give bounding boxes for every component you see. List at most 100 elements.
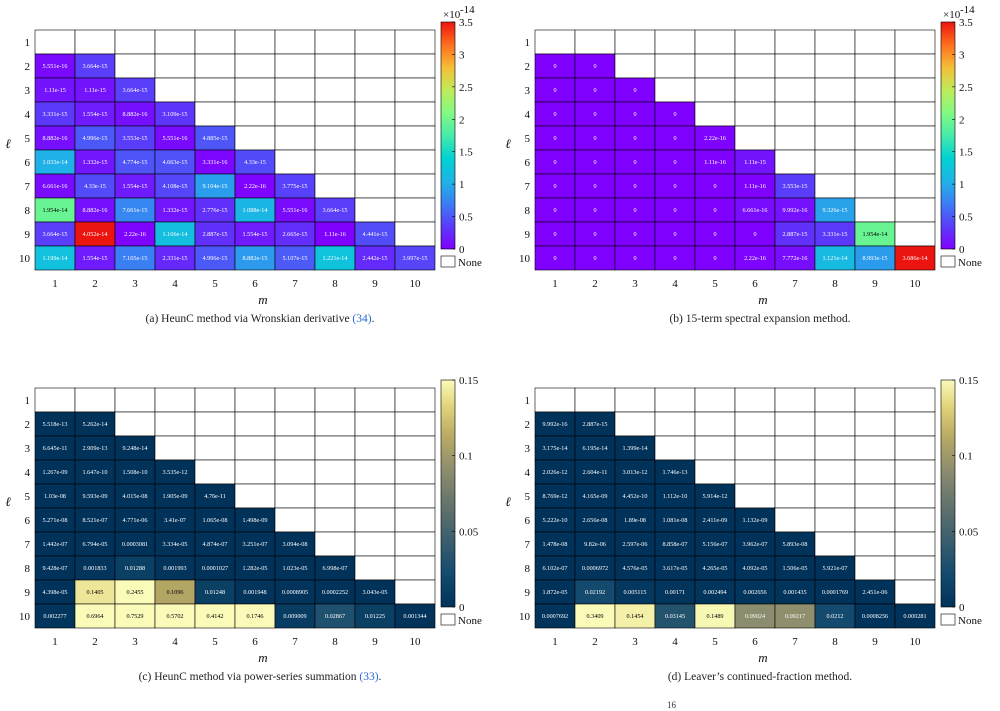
- x-tick-label: 1: [52, 636, 58, 648]
- colorbar-tick-label: 1.5: [459, 147, 473, 159]
- y-tick-label: 9: [25, 229, 31, 241]
- y-tick-label: 5: [525, 491, 531, 503]
- x-tick-label: 5: [212, 636, 218, 648]
- heatmap-cell: [74, 53, 116, 79]
- cell-label: 4.576e-05: [623, 565, 648, 572]
- heatmap-cell: [194, 149, 236, 175]
- heatmap-cell: [154, 579, 196, 605]
- heatmap-cell-empty: [274, 483, 316, 509]
- heatmap-cell-empty: [274, 77, 316, 103]
- heatmap-cell: [734, 197, 776, 223]
- colorbar-exponent-base: ×10: [943, 9, 961, 21]
- heatmap-cell: [34, 101, 76, 127]
- heatmap-cell-empty: [354, 149, 396, 175]
- cell-label: 4.265e-05: [703, 565, 728, 572]
- heatmap-cell: [274, 245, 316, 271]
- none-legend-label: None: [458, 615, 482, 627]
- cell-label: 3.535e-12: [163, 469, 188, 476]
- colorbar-tick-label: 2: [959, 114, 965, 126]
- none-legend-swatch: [440, 613, 456, 626]
- y-tick-label: 5: [25, 491, 31, 503]
- heatmap-cell-empty: [774, 411, 816, 437]
- cell-label: 0.1489: [706, 613, 723, 620]
- heatmap-cell-empty: [274, 459, 316, 485]
- y-tick-label: 6: [25, 515, 31, 527]
- heatmap-cell-empty: [534, 387, 576, 413]
- cell-label: 0: [713, 183, 716, 190]
- cell-label: 4.663e-15: [163, 159, 188, 166]
- heatmap-cell-empty: [814, 29, 856, 55]
- heatmap-cell-empty: [734, 125, 776, 151]
- colorbar-tick-label: 0.15: [459, 375, 479, 387]
- heatmap-cell: [234, 555, 276, 581]
- cell-label: 0: [593, 183, 596, 190]
- x-tick-label: 2: [592, 636, 598, 648]
- heatmap-cell: [574, 555, 616, 581]
- heatmap-cell-empty: [814, 507, 856, 533]
- heatmap-cell: [614, 101, 656, 127]
- y-tick-label: 3: [25, 443, 31, 455]
- heatmap-cell: [194, 579, 236, 605]
- x-tick-label: 3: [132, 278, 138, 290]
- cell-label: 0.02867: [325, 613, 345, 620]
- heatmap-cell: [194, 531, 236, 557]
- heatmap-cell: [694, 507, 736, 533]
- x-tick-label: 1: [552, 636, 558, 648]
- heatmap-cell-empty: [814, 387, 856, 413]
- y-tick-label: 7: [25, 181, 31, 193]
- heatmap-cell: [74, 149, 116, 175]
- cell-label: 2.776e-15: [203, 207, 228, 214]
- cell-label: 2.604e-11: [583, 469, 608, 476]
- colorbar-tick-label: 1.5: [959, 147, 973, 159]
- cell-label: 3.553e-15: [783, 183, 808, 190]
- cell-label: 0.01288: [125, 565, 145, 572]
- colorbar-tick-label: 2: [459, 114, 465, 126]
- cell-label: 0.0212: [826, 613, 843, 620]
- cell-label: 0.009009: [283, 613, 306, 620]
- heatmap-cell: [854, 221, 896, 247]
- x-tick-label: 10: [910, 278, 922, 290]
- colorbar-tick-label: 2.5: [959, 82, 973, 94]
- caption-c-ref[interactable]: (33): [359, 671, 379, 683]
- cell-label: 1.399e-14: [623, 445, 648, 452]
- caption-a-ref[interactable]: (34): [352, 313, 372, 325]
- heatmap-cell-empty: [394, 221, 436, 247]
- cell-label: 1.554e-15: [243, 231, 268, 238]
- cell-label: 2.22e-16: [124, 231, 146, 238]
- x-tick-label: 9: [372, 636, 378, 648]
- heatmap-cell: [654, 579, 696, 605]
- heatmap-cell-empty: [774, 125, 816, 151]
- heatmap-cell: [534, 579, 576, 605]
- heatmap-cell-empty: [894, 531, 936, 557]
- cell-label: 6.794e-05: [83, 541, 108, 548]
- cell-label: 3.617e-05: [663, 565, 688, 572]
- heatmap-cell-empty: [234, 77, 276, 103]
- cell-label: 0: [553, 255, 556, 262]
- cell-label: 3.962e-07: [743, 541, 768, 548]
- heatmap-cell: [534, 531, 576, 557]
- cell-label: 3.331e-15: [43, 111, 68, 118]
- heatmap-cell-empty: [774, 53, 816, 79]
- cell-label: 0.001993: [163, 565, 186, 572]
- heatmap-cell: [34, 53, 76, 79]
- cell-label: 0.001344: [403, 613, 426, 620]
- heatmap-cell-empty: [154, 77, 196, 103]
- colorbar-tick-label: 3.5: [459, 17, 473, 29]
- heatmap-cell-empty: [894, 435, 936, 461]
- cell-label: 0.0008256: [862, 613, 888, 620]
- heatmap-cell-empty: [534, 29, 576, 55]
- cell-label: 3.775e-15: [283, 183, 308, 190]
- heatmap-cell-empty: [814, 459, 856, 485]
- x-tick-label: 6: [752, 636, 758, 648]
- y-tick-label: 2: [525, 419, 531, 431]
- heatmap-cell-empty: [894, 459, 936, 485]
- x-tick-label: 4: [172, 636, 178, 648]
- heatmap-cell: [614, 483, 656, 509]
- heatmap-cell: [154, 221, 196, 247]
- heatmap-cell-empty: [314, 77, 356, 103]
- heatmap-cell-empty: [194, 435, 236, 461]
- heatmap-cell: [194, 221, 236, 247]
- heatmap-cell: [34, 531, 76, 557]
- cell-label: 4.108e-15: [163, 183, 188, 190]
- y-axis-label: ℓ: [5, 494, 11, 509]
